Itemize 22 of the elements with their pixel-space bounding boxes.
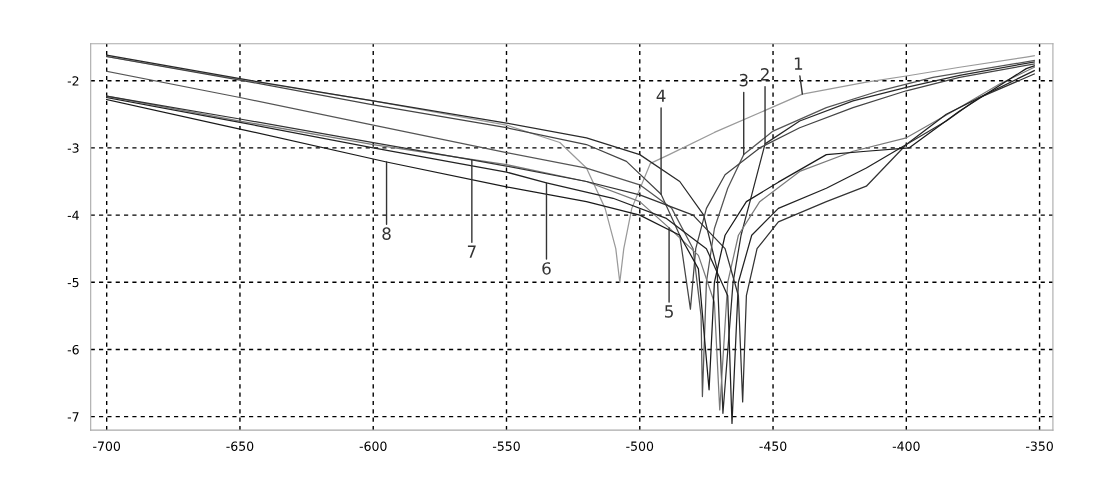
y-tick-label: -6: [67, 344, 79, 355]
y-tick-label: -4: [67, 210, 79, 220]
annotation: 4: [656, 89, 666, 102]
x-tick-label: -400: [892, 441, 920, 451]
y-tick-label: -7: [67, 412, 79, 422]
x-tick-label: -600: [359, 441, 387, 451]
x-tick-label: -700: [93, 441, 121, 451]
x-tick-label: -550: [492, 441, 520, 451]
x-tick-label: -350: [1026, 441, 1053, 451]
annotation: 8: [382, 227, 391, 240]
annotation: 7: [467, 245, 476, 258]
annotation: 5: [665, 305, 673, 318]
y-tick-label: -3: [67, 143, 79, 153]
x-tick-label: -650: [226, 441, 254, 451]
annotation: 1: [794, 57, 803, 70]
y-tick-label: -2: [67, 76, 79, 86]
x-tick-label: -500: [626, 441, 654, 451]
annotation: 6: [542, 262, 551, 275]
y-tick-label: -5: [67, 277, 79, 288]
x-tick-label: -450: [759, 441, 787, 451]
annotation: 3: [739, 73, 748, 87]
annotation: 2: [760, 68, 769, 81]
